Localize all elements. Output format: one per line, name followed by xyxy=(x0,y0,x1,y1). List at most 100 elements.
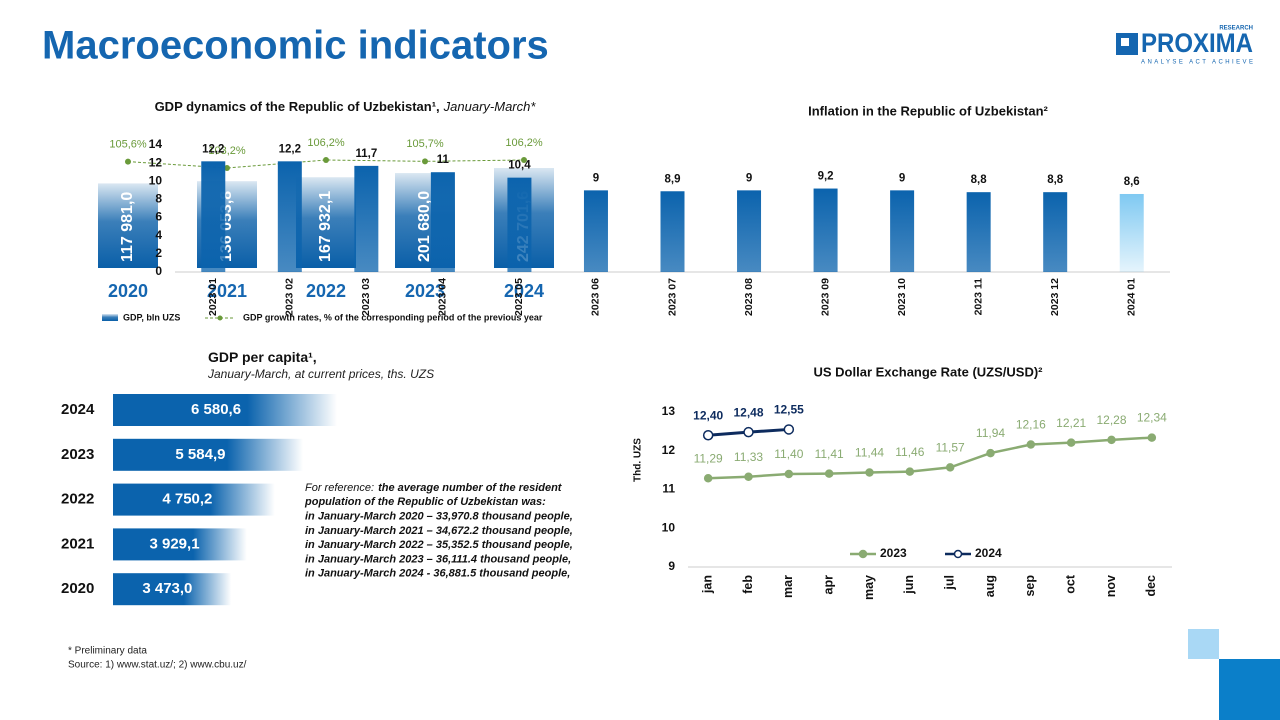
x-tick-label: feb xyxy=(741,575,755,594)
y-tick-label: 8 xyxy=(155,192,162,206)
bar-value-label: 8,8 xyxy=(1047,174,1064,186)
y-tick-label: 4 xyxy=(155,228,162,242)
inflation-bar xyxy=(583,190,608,272)
note-line: For reference: the average number of the … xyxy=(305,482,563,494)
growth-point xyxy=(422,158,428,165)
bar-value-label: 12,2 xyxy=(279,143,301,155)
chart-subtitle: January-March* xyxy=(443,99,537,114)
x-tick-label: 2023 11 xyxy=(972,278,984,316)
bar-value-label: 11,7 xyxy=(355,148,377,160)
rate-point xyxy=(865,468,874,477)
logo-tag: RESEARCH xyxy=(1219,26,1253,32)
legend-swatch xyxy=(102,314,118,321)
x-tick-label: 2024 01 xyxy=(1126,278,1138,316)
y-axis-label: Thd. UZS xyxy=(633,438,644,482)
bar-value-label: 3 473,0 xyxy=(142,580,192,597)
y-tick-label: 0 xyxy=(155,264,162,278)
year-label: 2020 xyxy=(108,281,148,301)
x-tick-label: aug xyxy=(983,575,997,597)
x-tick-label: 2023 07 xyxy=(666,278,678,316)
note-line: population of the Republic of Uzbekistan… xyxy=(304,496,546,508)
x-tick-label: 2023 09 xyxy=(819,278,831,316)
inflation-bar xyxy=(660,191,685,272)
rate-point xyxy=(702,430,714,441)
x-tick-label: 2023 05 xyxy=(513,278,525,316)
bar-value-label: 8,8 xyxy=(971,174,988,186)
capita-bar xyxy=(113,394,337,426)
growth-point xyxy=(521,157,527,163)
year-label: 2024 xyxy=(504,281,544,301)
growth-label: 103,2% xyxy=(208,145,246,157)
year-label: 2022 xyxy=(306,281,346,301)
chart-title: GDP dynamics of the Republic of Uzbekist… xyxy=(155,99,537,114)
x-tick-label: 2023 06 xyxy=(590,278,602,316)
inflation-bar xyxy=(890,190,915,272)
bar-value-label: 8,9 xyxy=(665,173,681,185)
rate-point xyxy=(783,424,795,435)
rate-label: 12,34 xyxy=(1137,411,1167,425)
rate-label: 11,46 xyxy=(895,445,924,459)
chart-title: US Dollar Exchange Rate (UZS/USD)² xyxy=(814,364,1044,379)
bar-value-label: 6 580,6 xyxy=(191,401,241,418)
bar-value-label: 9 xyxy=(746,172,752,184)
bar-value-label: 5 584,9 xyxy=(175,446,225,463)
growth-label: 106,2% xyxy=(307,137,345,149)
gdp-bar xyxy=(98,183,158,268)
x-tick-label: 2023 10 xyxy=(896,278,908,316)
rate-label: 12,40 xyxy=(693,408,723,422)
legend-swatch xyxy=(217,315,223,321)
page-title: Macroeconomic indicators xyxy=(42,24,549,68)
rate-point xyxy=(1066,438,1076,447)
x-tick-label: jul xyxy=(942,575,956,591)
year-label: 2023 xyxy=(405,281,445,301)
inflation-bar xyxy=(354,165,379,272)
y-tick-label: 13 xyxy=(662,404,676,418)
bar-value-label: 11 xyxy=(437,154,450,166)
year-label: 2021 xyxy=(207,281,247,301)
bar-value-label: 9 xyxy=(899,172,905,184)
rate-label: 12,16 xyxy=(1016,418,1046,432)
x-tick-label: 2023 01 xyxy=(207,278,219,316)
rate-point xyxy=(905,467,915,476)
inflation-bar xyxy=(430,172,455,272)
note-line: in January-March 2020 – 33,970.8 thousan… xyxy=(305,511,573,523)
capita-bar xyxy=(113,483,275,516)
note-text: the average number of the resident xyxy=(378,482,563,494)
y-tick-label: 6 xyxy=(155,210,162,224)
gdp-bar xyxy=(296,177,356,268)
x-tick-label: dec xyxy=(1144,575,1158,597)
category-label: 2024 xyxy=(61,401,95,418)
bar-value-label: 9,2 xyxy=(818,171,834,183)
legend-swatch xyxy=(953,549,963,559)
y-tick-label: 12 xyxy=(149,155,163,169)
bar-value-label: 12,2 xyxy=(202,143,224,155)
inflation-bar xyxy=(1119,193,1144,272)
x-tick-label: mar xyxy=(781,575,795,598)
inflation-bar xyxy=(737,190,762,272)
bar-value-label: 3 929,1 xyxy=(149,535,199,552)
capita-bar xyxy=(113,573,232,606)
chart-title-text: GDP dynamics of the Republic of Uzbekist… xyxy=(155,99,440,114)
legend-label: GDP growth rates, % of the corresponding… xyxy=(243,312,543,322)
chart-title-text: GDP per capita¹, xyxy=(208,349,317,365)
rate-label: 12,55 xyxy=(774,403,804,417)
x-tick-label: 2023 02 xyxy=(284,278,296,316)
rate-line xyxy=(708,436,1152,480)
growth-line xyxy=(127,159,525,169)
growth-point xyxy=(323,157,329,163)
rate-point xyxy=(744,472,753,481)
legend-label: 2023 xyxy=(880,546,907,560)
deco-square xyxy=(1219,659,1280,720)
note-line: in January-March 2023 – 36,111.4 thousan… xyxy=(305,553,571,565)
gdp-bar-label: 167 932,1 xyxy=(317,191,334,262)
category-label: 2022 xyxy=(61,491,94,508)
x-tick-label: 2023 12 xyxy=(1049,278,1061,316)
logo-icon-inner xyxy=(1121,38,1129,46)
rate-label: 11,40 xyxy=(774,447,803,461)
x-tick-label: 2023 04 xyxy=(437,278,449,316)
growth-label: 105,7% xyxy=(406,138,444,150)
rate-label: 11,44 xyxy=(855,446,884,460)
rate-point xyxy=(1147,433,1157,442)
gdp-bar-label: 117 981,0 xyxy=(119,192,136,262)
